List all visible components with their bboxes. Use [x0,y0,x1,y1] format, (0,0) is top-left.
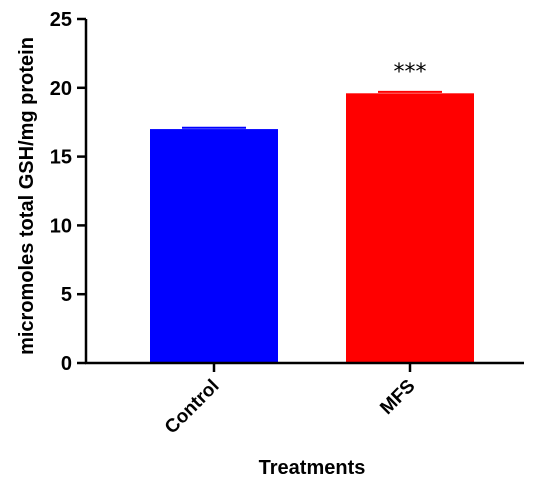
y-tick-label-5: 5 [61,284,72,306]
y-tick-label-10: 10 [50,215,72,237]
bar-mfs [346,93,474,363]
x-axis: Control MFS [85,361,524,439]
y-tick-label-15: 15 [50,147,72,169]
x-axis-title: Treatments [259,457,366,479]
significance-annotation: *** [394,60,427,85]
bar-control [150,129,278,363]
y-tick-label-0: 0 [61,353,72,375]
bars-layer: *** [150,60,474,363]
x-tick-label-control: Control [161,376,224,439]
y-axis: 0 5 10 15 20 25 [50,9,88,375]
y-tick-label-20: 20 [50,78,72,100]
x-tick-label-mfs: MFS [376,376,419,419]
y-axis-title: micromoles total GSH/mg protein [16,37,38,355]
y-tick-label-25: 25 [50,9,72,31]
